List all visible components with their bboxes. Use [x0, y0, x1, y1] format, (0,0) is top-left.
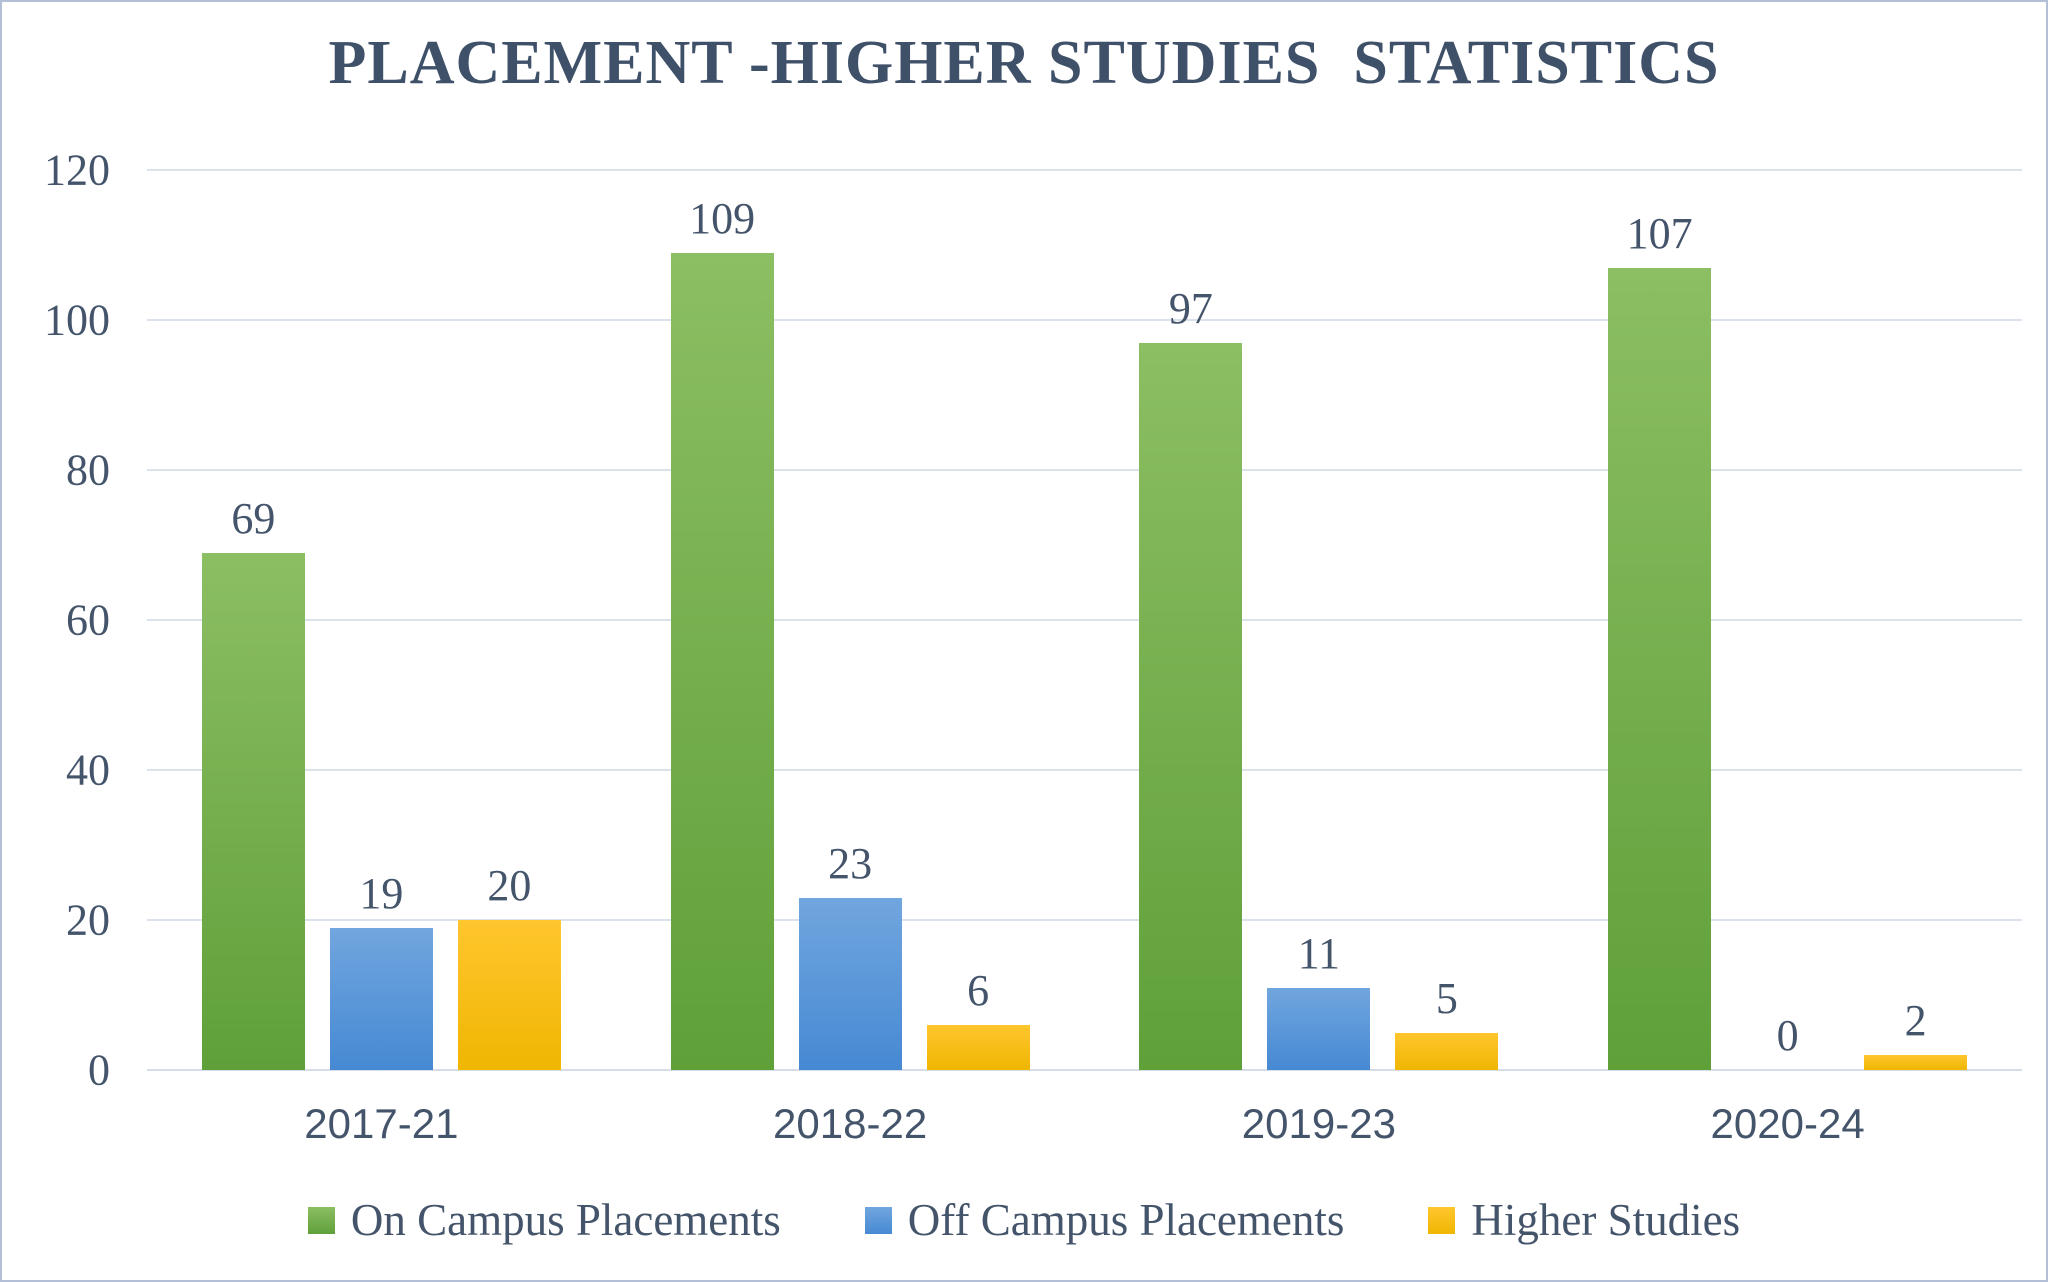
bar-group-2019-23: 97 11 5: [1085, 170, 1554, 1070]
legend-label: On Campus Placements: [350, 1195, 781, 1245]
x-axis-line: [147, 1069, 2022, 1071]
legend: On Campus Placements Off Campus Placement…: [2, 1194, 2046, 1246]
x-axis: 2017-21 2018-22 2019-23 2020-24: [147, 1100, 2022, 1160]
y-tick-label: 40: [66, 745, 110, 795]
legend-label: Higher Studies: [1471, 1195, 1741, 1245]
gridline: [147, 469, 2022, 472]
bar-value-label: 19: [359, 868, 404, 918]
x-tick-label-2018-22: 2018-22: [773, 1100, 928, 1147]
y-axis: 0 20 40 60 80 100 120: [2, 146, 112, 1095]
bar-group-2018-22: 109 23 6: [616, 170, 1085, 1070]
gridline: [147, 169, 2022, 171]
y-tick-label: 100: [44, 295, 110, 345]
bar-off-campus-placements-2018-22: 23: [798, 839, 902, 1070]
bar-off-campus-placements-2017-21: 19: [329, 869, 433, 1070]
bar-value-label: 23: [828, 838, 873, 888]
bar-value-label: 107: [1626, 208, 1693, 258]
x-tick-label-2017-21: 2017-21: [304, 1100, 459, 1147]
legend-swatch-icon: [307, 1206, 335, 1234]
bar-value-label: 20: [487, 861, 532, 911]
gridline: [147, 919, 2022, 922]
bar-higher-studies-2017-21: 20: [457, 861, 561, 1070]
legend-swatch-icon: [864, 1206, 892, 1234]
chart-title: PLACEMENT -HIGHER STUDIES STATISTICS: [328, 29, 1720, 97]
gridline: [147, 769, 2022, 772]
bar-higher-studies-2018-22: 6: [926, 966, 1030, 1070]
bar-value-label: 69: [231, 493, 276, 543]
legend-item-higher-studies: Higher Studies: [1428, 1194, 1740, 1246]
bar-on-campus-placements-2018-22: 109: [670, 194, 774, 1070]
y-tick-label: 80: [66, 445, 110, 495]
bar-group-2017-21: 69 19 20: [147, 170, 616, 1070]
gridline: [147, 319, 2022, 321]
bar-higher-studies-2019-23: 5: [1395, 974, 1499, 1070]
gridline: [147, 619, 2022, 621]
x-tick-label-2020-24: 2020-24: [1710, 1100, 1865, 1147]
bar-higher-studies-2020-24: 2: [1864, 996, 1968, 1070]
bar-value-label: 11: [1297, 928, 1341, 978]
bar-value-label: 97: [1168, 283, 1213, 333]
y-tick-label: 60: [66, 595, 110, 645]
legend-item-on-campus-placements: On Campus Placements: [307, 1194, 781, 1246]
legend-item-off-campus-placements: Off Campus Placements: [864, 1194, 1345, 1246]
plot-area: 69 19 20 109 23 6 97 11 5 107 0 2: [147, 169, 2022, 1071]
bar-on-campus-placements-2017-21: 69: [201, 494, 305, 1070]
bar-value-label: 109: [689, 193, 756, 243]
bar-group-2020-24: 107 0 2: [1553, 170, 2022, 1070]
legend-label: Off Campus Placements: [907, 1195, 1345, 1245]
bar-value-label: 6: [967, 966, 990, 1015]
bar-on-campus-placements-2020-24: 107: [1608, 209, 1712, 1070]
y-tick-label: 120: [44, 145, 110, 195]
bar-value-label: 0: [1776, 1011, 1799, 1060]
y-tick-label: 20: [66, 895, 110, 945]
y-tick-label: 0: [88, 1045, 110, 1095]
bar-on-campus-placements-2019-23: 97: [1139, 284, 1243, 1070]
bar-value-label: 5: [1435, 973, 1458, 1023]
bar-value-label: 2: [1904, 996, 1927, 1045]
legend-swatch-icon: [1428, 1206, 1456, 1234]
x-tick-label-2019-23: 2019-23: [1241, 1100, 1396, 1147]
bar-off-campus-placements-2019-23: 11: [1267, 929, 1371, 1070]
